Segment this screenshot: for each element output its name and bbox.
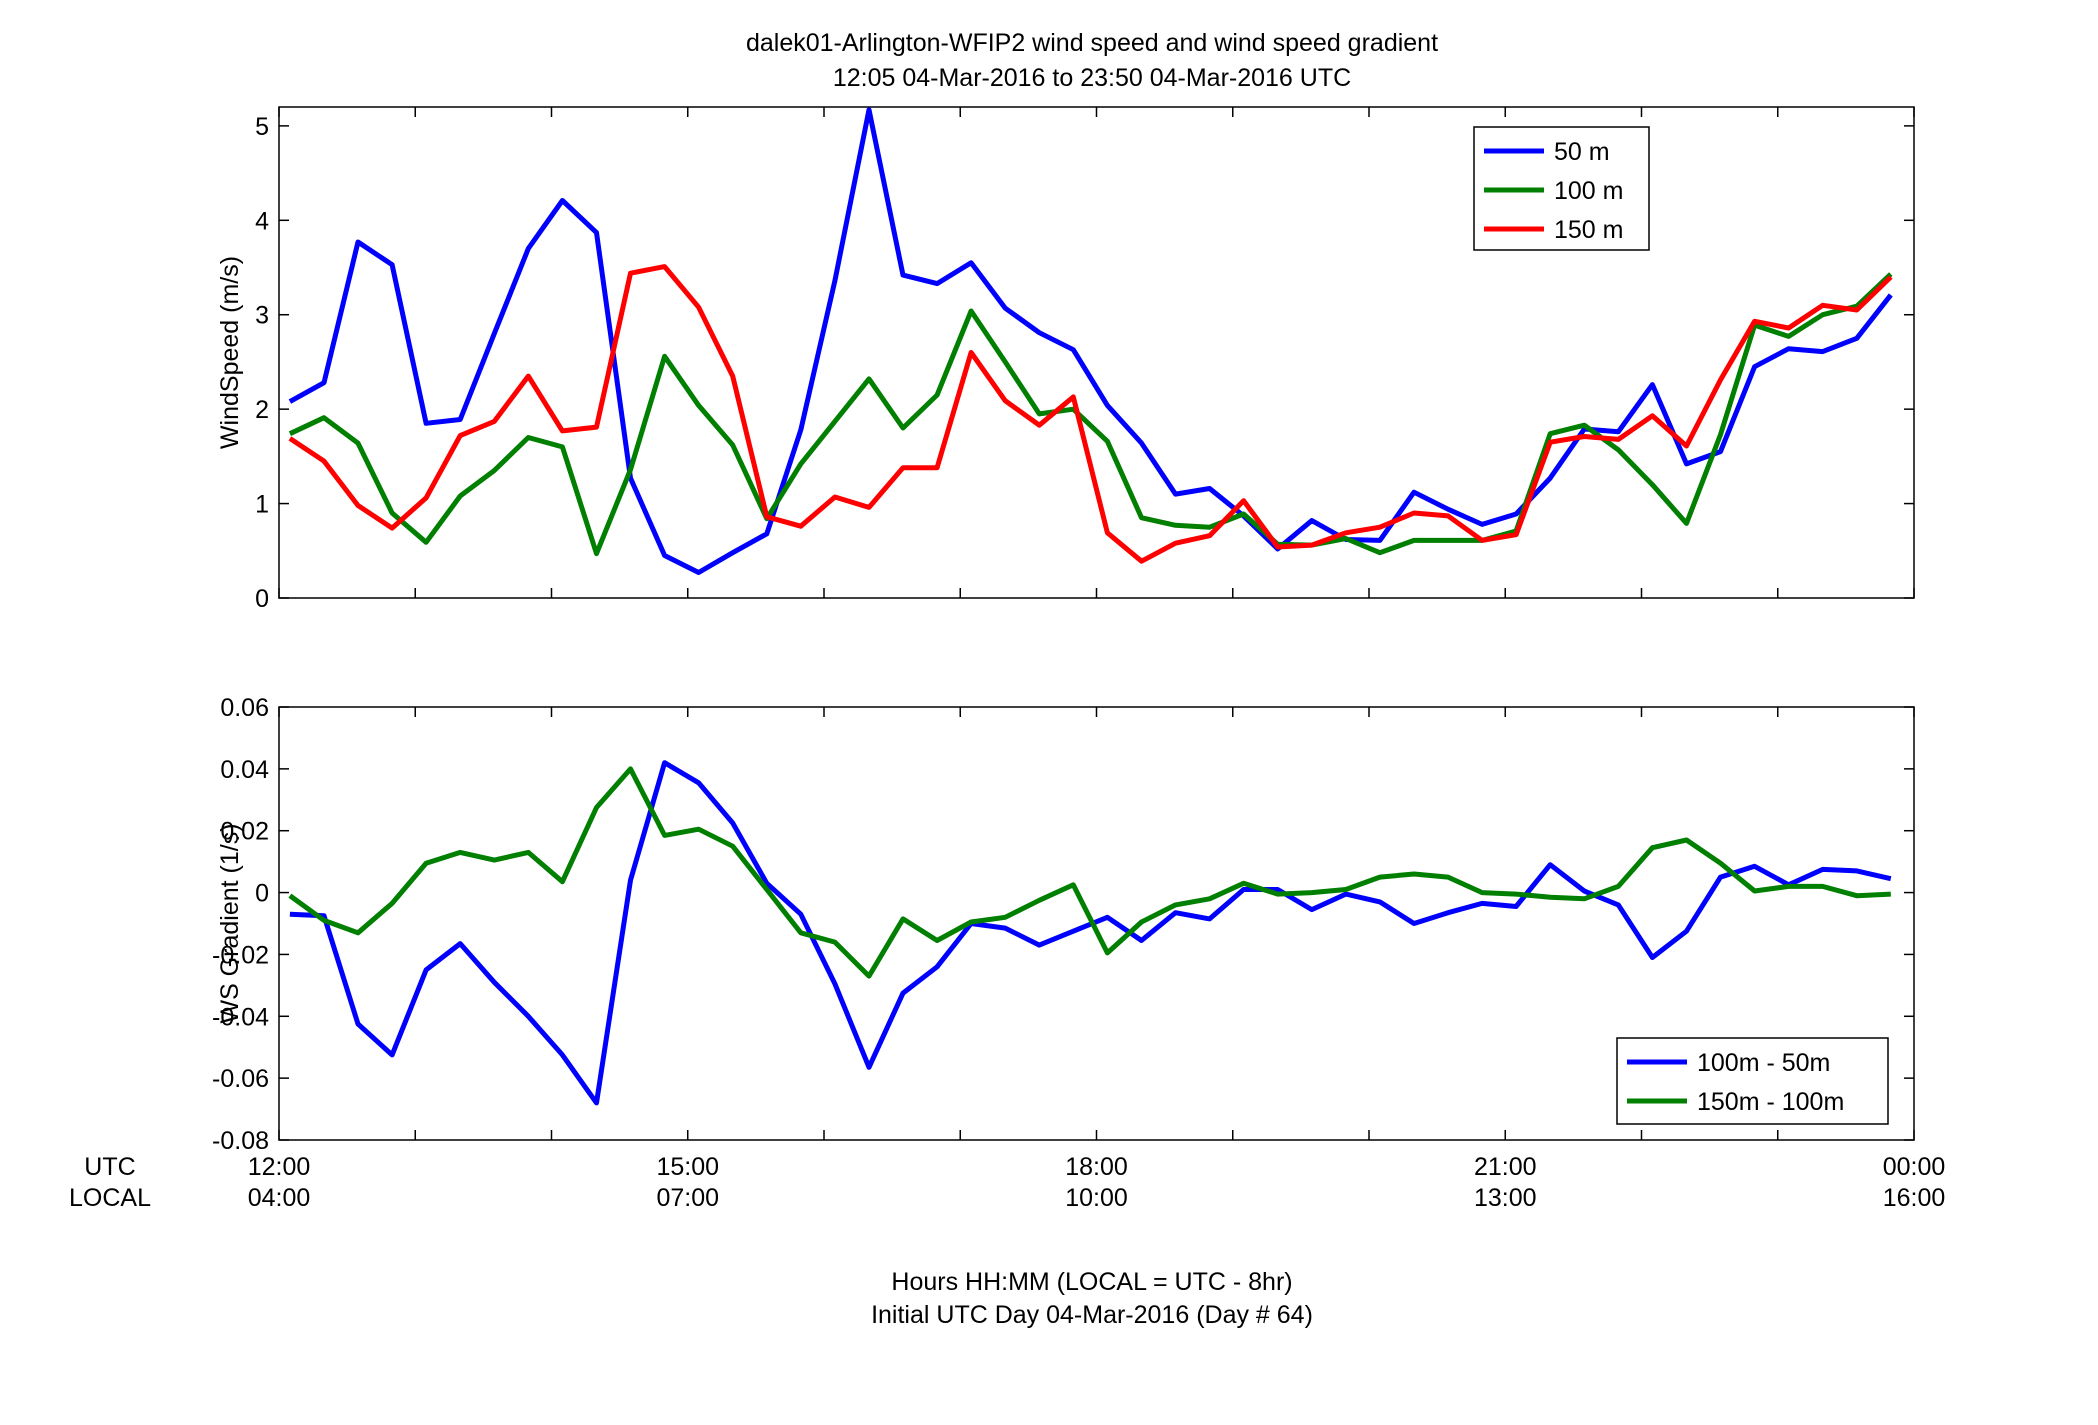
legend-entry: 150 m bbox=[1554, 216, 1623, 244]
row-label-local: LOCAL bbox=[69, 1184, 151, 1212]
legend-entry: 100 m bbox=[1554, 177, 1623, 205]
x-tick-label-local: 10:00 bbox=[1065, 1184, 1128, 1212]
y-tick-label: 0.06 bbox=[220, 694, 269, 722]
y-tick-label: 0.02 bbox=[220, 818, 269, 846]
legend-entry: 100m - 50m bbox=[1697, 1049, 1830, 1077]
y-axis-label: WindSpeed (m/s) bbox=[216, 256, 244, 449]
y-tick-label: 2 bbox=[255, 396, 269, 424]
time-axis-ticks: 12:00 04:00 15:00 07:00 18:00 10:00 21:00 13:00… bbox=[248, 1153, 1946, 1212]
legend: 100m - 50m 150m - 100m bbox=[1616, 1037, 1889, 1125]
y-tick-label: 4 bbox=[255, 207, 269, 235]
y-tick-label: 0 bbox=[255, 880, 269, 908]
wind-gradient-panel: -0.08 -0.06 -0.04 -0.02 0 0.02 0.04 0.06 WS Grad… bbox=[212, 694, 1915, 1155]
y-axis-label: WS Gradient (1/s) bbox=[216, 823, 244, 1023]
x-tick-label-local: 13:00 bbox=[1474, 1184, 1537, 1212]
x-tick-label-utc: 12:00 bbox=[248, 1153, 311, 1181]
y-tick-label: 3 bbox=[255, 302, 269, 330]
x-tick-label-utc: 18:00 bbox=[1065, 1153, 1128, 1181]
figure-title-line2: 12:05 04-Mar-2016 to 23:50 04-Mar-2016 U… bbox=[833, 64, 1351, 92]
series-line-2 bbox=[288, 272, 1893, 557]
y-tick-label: 1 bbox=[255, 491, 269, 519]
x-axis-label-line1: Hours HH:MM (LOCAL = UTC - 8hr) bbox=[891, 1268, 1292, 1296]
x-tick-label-local: 04:00 bbox=[248, 1184, 311, 1212]
y-tick-label: -0.08 bbox=[212, 1127, 269, 1155]
x-tick-label-local: 16:00 bbox=[1883, 1184, 1946, 1212]
figure-title-line1: dalek01-Arlington-WFIP2 wind speed and w… bbox=[746, 29, 1438, 57]
x-tick-label-utc: 15:00 bbox=[656, 1153, 719, 1181]
legend-box bbox=[1616, 1037, 1889, 1125]
y-tick-label: -0.02 bbox=[212, 941, 269, 969]
x-tick-label-utc: 21:00 bbox=[1474, 1153, 1537, 1181]
y-tick-label: 0.04 bbox=[220, 756, 269, 784]
row-label-utc: UTC bbox=[84, 1153, 135, 1181]
legend-entry: 50 m bbox=[1554, 138, 1610, 166]
x-tick-label-local: 07:00 bbox=[656, 1184, 719, 1212]
legend-entry: 150m - 100m bbox=[1697, 1088, 1844, 1116]
wind-speed-panel: 0 1 2 3 4 5 WindSpeed (m/s) 50 m 100 m 150 m bbox=[216, 106, 1915, 613]
x-axis-label-line2: Initial UTC Day 04-Mar-2016 (Day # 64) bbox=[871, 1301, 1313, 1329]
y-tick-label: -0.06 bbox=[212, 1065, 269, 1093]
series-line-3 bbox=[288, 264, 1893, 564]
y-tick-label: 5 bbox=[255, 113, 269, 141]
series-line-1 bbox=[288, 107, 1893, 575]
x-tick-label-utc: 00:00 bbox=[1883, 1153, 1946, 1181]
y-tick-label: -0.04 bbox=[212, 1003, 269, 1031]
y-tick-label: 0 bbox=[255, 585, 269, 613]
series-line-2 bbox=[288, 766, 1891, 979]
plot-frame bbox=[278, 106, 1915, 599]
legend: 50 m 100 m 150 m bbox=[1473, 126, 1650, 251]
